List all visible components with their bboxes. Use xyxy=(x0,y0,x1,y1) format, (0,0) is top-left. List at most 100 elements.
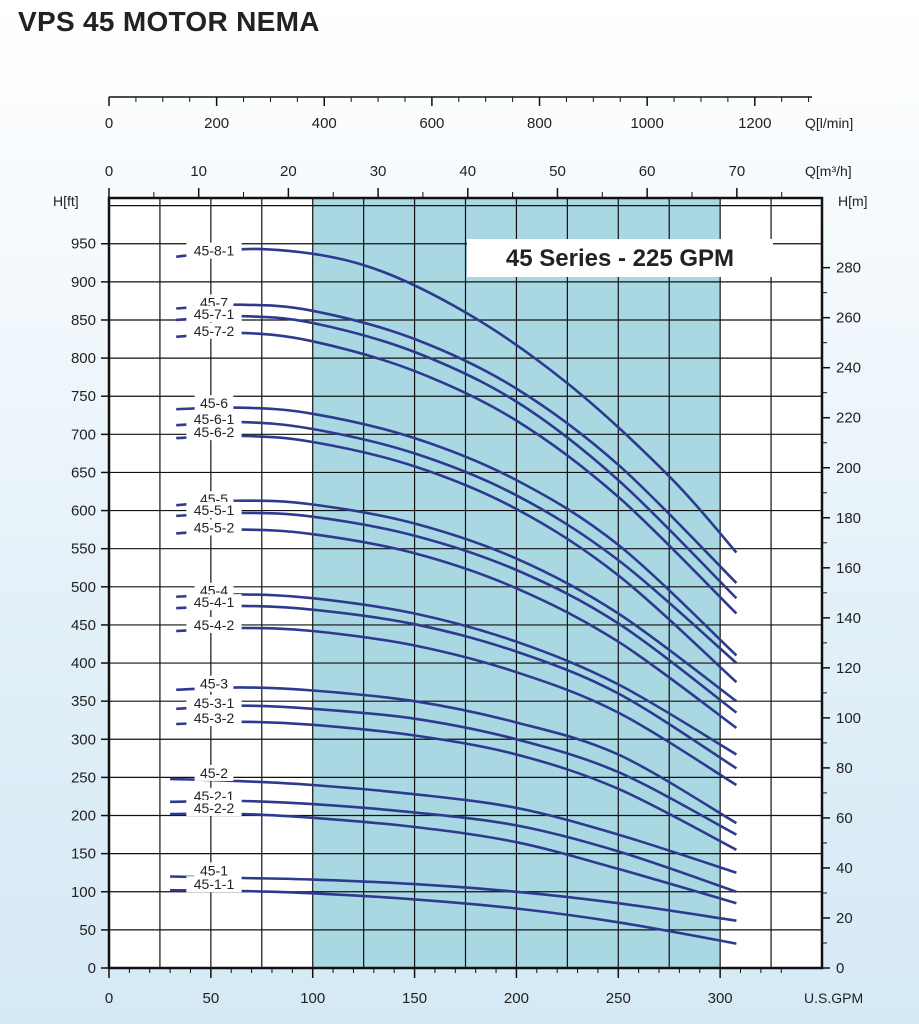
top-lpm-tick-label: 0 xyxy=(105,115,113,132)
curve-45-6 xyxy=(176,406,738,657)
top-m3h-tick-label: 20 xyxy=(280,163,297,180)
right-tick-label: 40 xyxy=(836,860,853,877)
left-tick-label: 350 xyxy=(71,693,96,710)
curve-45-6-1 xyxy=(176,420,738,664)
curve-label-bg xyxy=(186,710,242,727)
curve-45-8-1 xyxy=(176,247,738,554)
curve-label-45-2: 45-2 xyxy=(200,765,228,781)
curve-label-45-8-1: 45-8-1 xyxy=(194,243,235,259)
left-tick-label: 600 xyxy=(71,503,96,520)
page-title: VPS 45 MOTOR NEMA xyxy=(18,6,320,37)
left-tick-label: 500 xyxy=(71,579,96,596)
curve-label-bg xyxy=(186,594,242,611)
right-tick-label: 240 xyxy=(836,360,861,377)
curve-label-bg xyxy=(186,305,242,322)
curve-45-5-2 xyxy=(176,528,738,729)
right-axis-title: H[m] xyxy=(838,193,868,209)
curve-label-45-6: 45-6 xyxy=(200,395,228,411)
left-tick-label: 900 xyxy=(71,274,96,291)
curve-label-bg xyxy=(186,876,242,893)
left-tick-label: 650 xyxy=(71,464,96,481)
top-lpm-tick-label: 200 xyxy=(204,115,229,132)
annotation-text: 45 Series - 225 GPM xyxy=(506,245,734,272)
curve-45-3-2 xyxy=(176,720,737,851)
curve-label-45-5-1: 45-5-1 xyxy=(194,502,235,518)
right-tick-label: 260 xyxy=(836,310,861,327)
left-tick-label: 700 xyxy=(71,426,96,443)
curve-45-1 xyxy=(170,875,737,922)
annotation-box xyxy=(467,239,773,277)
bottom-tick-label: 150 xyxy=(402,990,427,1007)
curve-45-7 xyxy=(176,303,738,584)
left-tick-label: 300 xyxy=(71,731,96,748)
curve-label-45-3: 45-3 xyxy=(200,676,228,692)
top-lpm-tick-label: 1000 xyxy=(630,115,663,132)
curve-45-4-2 xyxy=(176,626,738,787)
top-axis-m3h-title: Q[m³/h] xyxy=(805,163,852,179)
curve-45-5-1 xyxy=(176,511,738,714)
curve-label-bg xyxy=(194,675,234,692)
right-tick-label: 0 xyxy=(836,960,844,977)
left-axis-title: H[ft] xyxy=(53,193,79,209)
bottom-tick-label: 250 xyxy=(606,990,631,1007)
right-tick-label: 20 xyxy=(836,910,853,927)
left-tick-label: 550 xyxy=(71,541,96,558)
curve-label-45-3-1: 45-3-1 xyxy=(194,695,235,711)
bottom-tick-label: 300 xyxy=(708,990,733,1007)
left-tick-label: 850 xyxy=(71,312,96,329)
series-annotation: 45 Series - 225 GPM xyxy=(467,239,773,277)
curve-label-bg xyxy=(186,242,242,259)
curve-label-bg xyxy=(186,519,242,536)
left-tick-label: 950 xyxy=(71,236,96,253)
curve-45-2-2 xyxy=(170,812,737,905)
top-m3h-tick-label: 10 xyxy=(190,163,207,180)
curve-label-bg xyxy=(186,800,242,816)
curve-45-2-1 xyxy=(170,799,737,894)
curve-labels: 45-8-145-745-7-145-7-245-645-6-145-6-245… xyxy=(186,242,242,893)
curve-45-7-2 xyxy=(176,331,738,615)
top-lpm-tick-label: 400 xyxy=(312,115,337,132)
curve-label-45-4-2: 45-4-2 xyxy=(194,617,235,633)
curve-label-bg xyxy=(186,424,242,441)
curve-45-2 xyxy=(170,777,737,874)
left-tick-label: 0 xyxy=(88,960,96,977)
right-tick-label: 220 xyxy=(836,410,861,427)
curve-label-bg xyxy=(194,862,234,879)
curve-label-45-6-1: 45-6-1 xyxy=(194,411,235,427)
curve-label-45-7-1: 45-7-1 xyxy=(194,306,235,322)
left-tick-label: 50 xyxy=(79,922,96,939)
bottom-tick-label: 100 xyxy=(300,990,325,1007)
curve-label-45-1-1: 45-1-1 xyxy=(194,876,235,892)
curve-45-1-1 xyxy=(170,888,737,945)
left-tick-label: 400 xyxy=(71,655,96,672)
curve-label-45-3-2: 45-3-2 xyxy=(194,710,235,726)
curve-label-45-6-2: 45-6-2 xyxy=(194,424,235,440)
curve-label-bg xyxy=(186,411,242,428)
curves xyxy=(170,247,738,945)
curve-label-45-2-1: 45-2-1 xyxy=(194,788,235,804)
curve-45-5 xyxy=(176,499,738,703)
curve-label-45-2-2: 45-2-2 xyxy=(194,800,235,816)
curve-label-bg xyxy=(186,322,242,339)
curve-label-45-5-2: 45-5-2 xyxy=(194,519,235,535)
top-lpm-tick-label: 1200 xyxy=(738,115,771,132)
bottom-tick-label: 200 xyxy=(504,990,529,1007)
curve-label-bg xyxy=(194,395,234,412)
curve-label-45-7-2: 45-7-2 xyxy=(194,323,235,339)
right-tick-label: 160 xyxy=(836,560,861,577)
curve-label-bg xyxy=(186,694,242,711)
right-tick-label: 80 xyxy=(836,760,853,777)
curve-45-3-1 xyxy=(176,704,738,836)
curve-label-bg xyxy=(186,787,242,804)
bottom-tick-label: 50 xyxy=(203,990,220,1007)
left-tick-label: 100 xyxy=(71,884,96,901)
right-tick-label: 180 xyxy=(836,510,861,527)
right-tick-label: 200 xyxy=(836,460,861,477)
curve-label-bg xyxy=(186,617,242,634)
left-tick-label: 750 xyxy=(71,388,96,405)
left-tick-label: 250 xyxy=(71,769,96,786)
left-tick-label: 800 xyxy=(71,350,96,367)
axes: 0501001502002503003504004505005506006507… xyxy=(53,96,868,1007)
top-m3h-tick-label: 0 xyxy=(105,163,113,180)
